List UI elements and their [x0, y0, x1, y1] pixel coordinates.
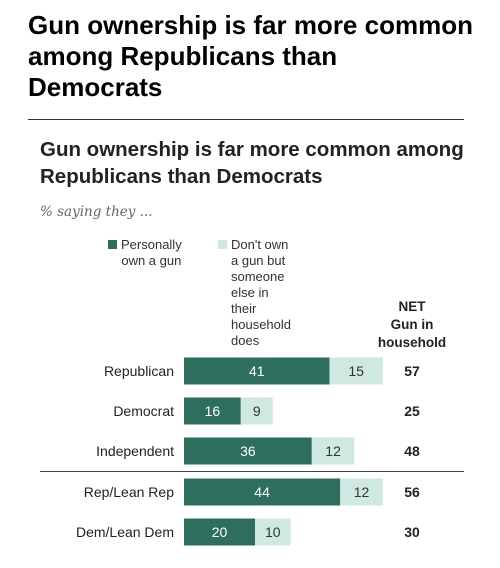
data-label-dem-lean-dem-household: 10 — [265, 524, 281, 540]
data-label-republican-household: 15 — [348, 363, 364, 379]
bar-dem-lean-dem-household — [255, 518, 291, 546]
category-label-rep-lean-rep: Rep/Lean Rep — [84, 484, 175, 500]
legend-swatch-dark — [108, 240, 117, 249]
data-label-rep-lean-rep-personally-own: 44 — [254, 484, 270, 500]
bar-rep-lean-rep-personally-own — [184, 478, 341, 506]
data-label-dem-lean-dem-personally-own: 20 — [212, 524, 228, 540]
category-label-dem-lean-dem: Dem/Lean Dem — [76, 524, 174, 540]
legend-label-personally-own: Personally own a gun — [121, 237, 182, 268]
legend-label-household: Don't own a gun but someone else in thei… — [231, 237, 291, 348]
chart-subtitle: % saying they ... — [40, 204, 153, 220]
bar-independent-household — [311, 437, 355, 465]
data-label-independent-personally-own: 36 — [240, 443, 256, 459]
net-value-independent: 48 — [404, 443, 420, 459]
bar-democrat-personally-own — [184, 397, 241, 425]
top-rule — [28, 119, 464, 120]
net-value-rep-lean-rep: 56 — [404, 484, 420, 500]
data-label-republican-personally-own: 41 — [249, 363, 265, 379]
net-header: NET Gun in household — [377, 299, 447, 350]
net-value-democrat: 25 — [404, 403, 420, 419]
bar-independent-personally-own — [184, 437, 312, 465]
net-value-republican: 57 — [404, 363, 420, 379]
data-label-rep-lean-rep-household: 12 — [354, 484, 370, 500]
bar-republican-household — [329, 357, 383, 385]
headline: Gun ownership is far more common among R… — [28, 10, 473, 102]
net-value-dem-lean-dem: 30 — [404, 524, 420, 540]
category-label-democrat: Democrat — [113, 403, 174, 419]
bar-dem-lean-dem-personally-own — [184, 518, 255, 546]
chart-title: Gun ownership is far more common among R… — [40, 138, 464, 188]
category-label-independent: Independent — [96, 443, 174, 459]
data-label-independent-household: 12 — [325, 443, 341, 459]
bar-republican-personally-own — [184, 357, 330, 385]
bar-democrat-household — [240, 397, 273, 425]
category-label-republican: Republican — [104, 363, 174, 379]
data-label-democrat-household: 9 — [253, 403, 261, 419]
data-label-democrat-personally-own: 16 — [205, 403, 221, 419]
legend-swatch-light — [218, 240, 227, 249]
bar-rep-lean-rep-household — [340, 478, 383, 506]
